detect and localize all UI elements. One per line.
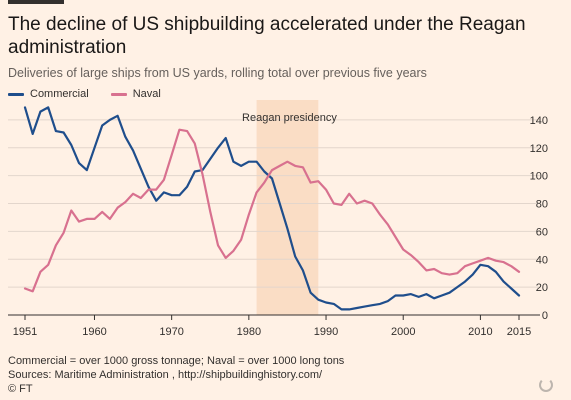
y-tick-label-120: 120 [530,143,548,155]
y-tick-label-60: 60 [536,226,548,238]
y-tick-label-20: 20 [536,282,548,294]
footnote-definitions: Commercial = over 1000 gross tonnage; Na… [8,355,345,367]
footnote-sources: Sources: Maritime Administration , http:… [8,369,323,381]
y-tick-label-80: 80 [536,199,548,211]
x-tick-label-1951: 1951 [13,326,37,338]
y-tick-label-0: 0 [542,310,548,322]
x-tick-label-2000: 2000 [391,326,415,338]
x-tick-label-1990: 1990 [314,326,338,338]
footnote-copyright: © FT [8,383,33,395]
y-tick-label-40: 40 [536,254,548,266]
y-tick-label-100: 100 [530,171,548,183]
legend-label-naval: Naval [132,88,161,100]
annotation-label-reagan-presidency: Reagan presidency [242,112,337,124]
loading-spinner-icon [539,378,553,392]
chart-title: The decline of US shipbuilding accelerat… [8,14,526,58]
x-tick-label-2015: 2015 [507,326,531,338]
legend-item-commercial: Commercial [8,88,89,100]
legend: Commercial Naval [8,88,183,100]
series-line-naval [23,128,521,293]
legend-label-commercial: Commercial [30,88,89,100]
x-tick-label-2010: 2010 [468,326,492,338]
y-tick-label-140: 140 [530,115,548,127]
title-rule [8,0,64,4]
legend-item-naval: Naval [110,88,161,100]
series-line-commercial [23,106,521,311]
reagan-presidency-band [256,100,319,315]
x-tick-label-1980: 1980 [237,326,261,338]
x-tick-label-1970: 1970 [159,326,183,338]
x-tick-label-1960: 1960 [82,326,106,338]
legend-swatch-naval [110,92,127,96]
legend-swatch-commercial [8,92,24,96]
chart-plot: Reagan presidency 0 20 40 60 80 100 120 140 1951 1… [8,100,548,338]
chart-subtitle: Deliveries of large ships from US yards,… [8,66,427,80]
